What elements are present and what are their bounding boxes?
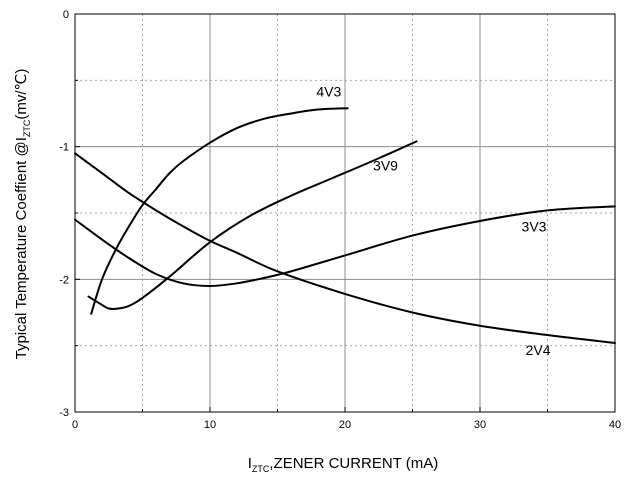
series-label-4v3: 4V3: [316, 83, 341, 99]
x-tick-label: 20: [339, 419, 351, 431]
y-tick-label: -2: [59, 274, 69, 286]
series-line-3v9: [87, 140, 418, 311]
series-line-4v3: [90, 107, 349, 315]
y-tick-label: -1: [59, 142, 69, 154]
series-lines: [74, 107, 616, 345]
y-axis-label: Typical Temperature Coeffient @IZTC(mv/℃…: [13, 69, 32, 360]
x-tick-label: 0: [72, 419, 78, 431]
series-label-3v3: 3V3: [522, 219, 547, 235]
series-labels: 4V3 3V9 3V3 2V4: [316, 83, 550, 358]
y-tick-label: 0: [63, 9, 69, 21]
y-tick-label: -3: [59, 407, 69, 419]
series-line-2v4: [74, 152, 616, 345]
series-label-3v9: 3V9: [373, 158, 398, 174]
x-axis-label: IZTC,ZENER CURRENT (mA): [248, 455, 439, 474]
axis-ticks: 0 10 20 30 40 0 -1 -2 -3: [59, 9, 621, 431]
x-tick-label: 40: [609, 419, 621, 431]
x-tick-label: 30: [474, 419, 486, 431]
x-tick-label: 10: [204, 419, 216, 431]
series-line-3v3: [74, 205, 616, 287]
series-label-2v4: 2V4: [526, 342, 551, 358]
